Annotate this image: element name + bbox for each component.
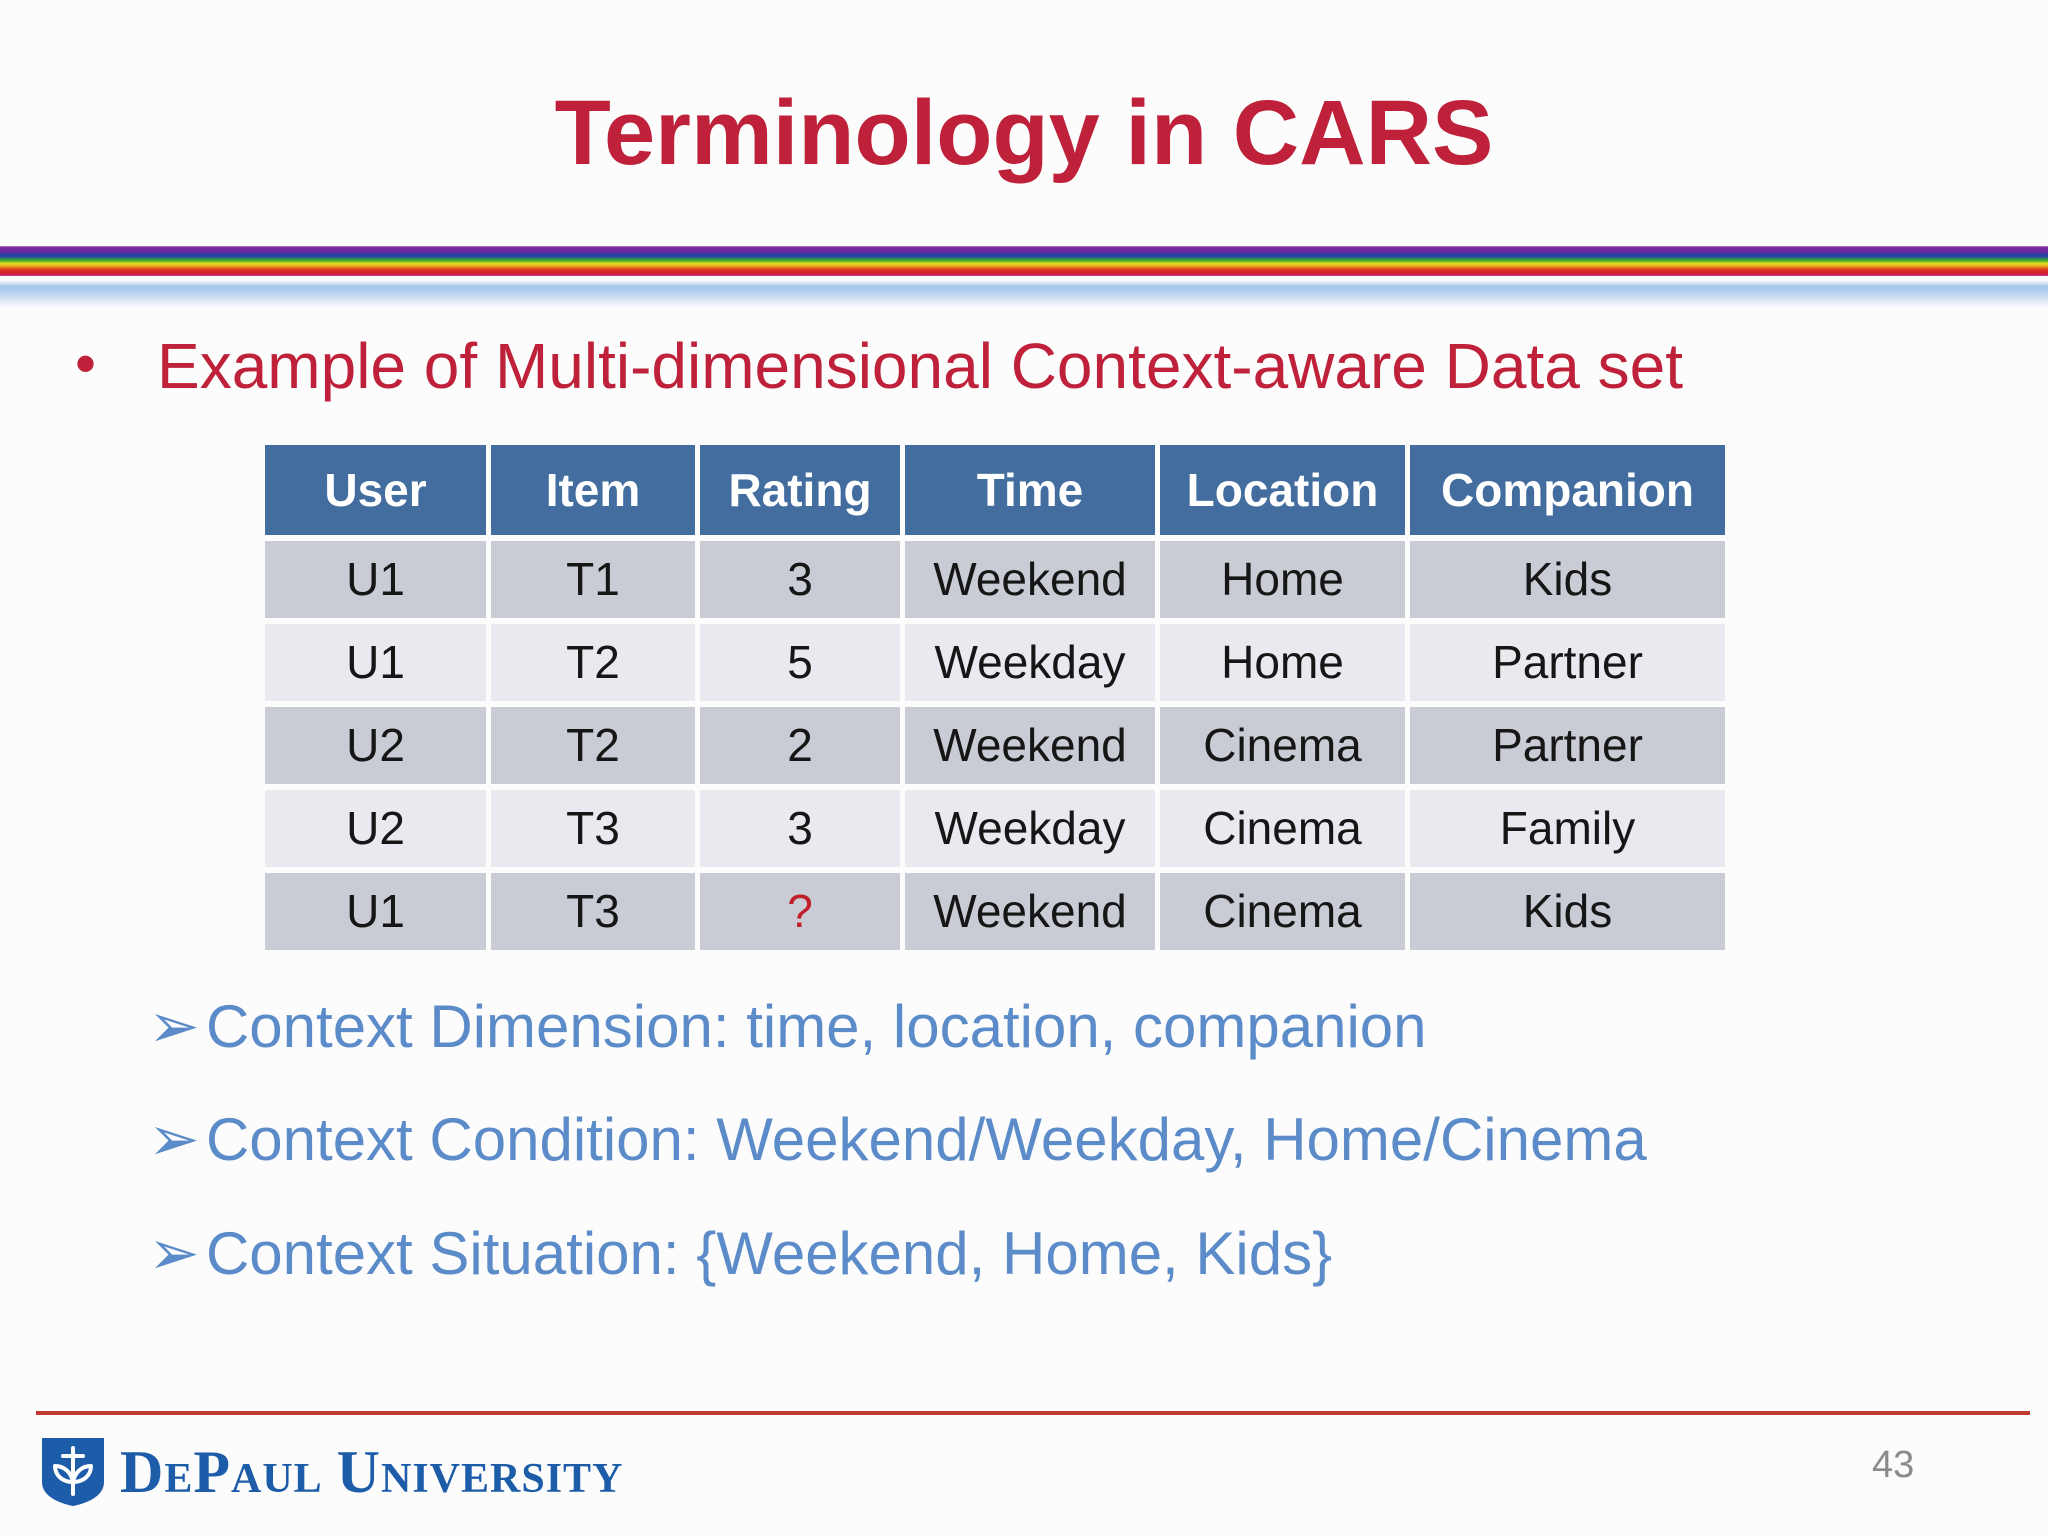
arrowhead-bullet-icon: ➢ [148, 1105, 200, 1175]
table-cell: Cinema [1160, 790, 1405, 867]
table-cell: Home [1160, 541, 1405, 618]
table-header-cell: Rating [700, 445, 900, 535]
wordmark-university: University [336, 1439, 624, 1505]
table-cell: U2 [265, 790, 486, 867]
table-cell: Weekday [905, 624, 1155, 701]
footer-divider-line [36, 1411, 2030, 1415]
table-cell: 5 [700, 624, 900, 701]
lead-bullet-line: • Example of Multi-dimensional Context-a… [75, 328, 1683, 405]
table-cell: Kids [1410, 873, 1725, 950]
table-row: U1 T2 5 Weekday Home Partner [265, 624, 1725, 701]
data-table: User Item Rating Time Location Companion… [265, 445, 1725, 956]
table-row: U1 T1 3 Weekend Home Kids [265, 541, 1725, 618]
table-cell: T2 [491, 707, 695, 784]
wordmark-depaul: DePaul [120, 1439, 323, 1505]
table-cell: Weekend [905, 707, 1155, 784]
depaul-shield-icon [42, 1438, 104, 1506]
table-cell: U2 [265, 707, 486, 784]
table-cell: Cinema [1160, 707, 1405, 784]
table-body: U1 T1 3 Weekend Home Kids U1 T2 5 Weekday Home Part… [265, 541, 1725, 950]
arrow-bullet-line: ➢ Context Condition: Weekend/Weekday, Ho… [148, 1105, 1647, 1174]
arrow-bullet-line: ➢ Context Dimension: time, location, com… [148, 992, 1647, 1061]
depaul-university-logo: DePaul University [40, 1436, 623, 1508]
table-cell: Partner [1410, 707, 1725, 784]
table-cell: Family [1410, 790, 1725, 867]
table-header-cell: Time [905, 445, 1155, 535]
rainbow-divider [0, 246, 2048, 276]
arrow-bullet-text: Context Condition: Weekend/Weekday, Home… [205, 1106, 1647, 1174]
arrowhead-bullet-icon: ➢ [148, 1218, 200, 1288]
table-header-cell: Item [491, 445, 695, 535]
slide-title: Terminology in CARS [554, 82, 1494, 184]
table-header-cell: User [265, 445, 486, 535]
table-cell: Partner [1410, 624, 1725, 701]
rainbow-divider-shadow [0, 280, 2048, 308]
table-cell: U1 [265, 873, 486, 950]
table-cell: Cinema [1160, 873, 1405, 950]
table-header-cell: Companion [1410, 445, 1725, 535]
page-number: 43 [1872, 1444, 1915, 1486]
arrow-bullet-list: ➢ Context Dimension: time, location, com… [148, 992, 1647, 1332]
table-row: U1 T3? Weekend Cinema Kids [265, 873, 1725, 950]
table-header-cell: Location [1160, 445, 1405, 535]
arrow-bullet-line: ➢ Context Situation: {Weekend, Home, Kid… [148, 1219, 1647, 1288]
table-row: U2 T2 2 Weekend Cinema Partner [265, 707, 1725, 784]
table-cell: Kids [1410, 541, 1725, 618]
table-row: U2 T3 3 Weekday Cinema Family [265, 790, 1725, 867]
arrow-bullet-text: Context Situation: {Weekend, Home, Kids} [205, 1219, 1333, 1287]
table-cell: T2 [491, 624, 695, 701]
table-cell: T3 [491, 790, 695, 867]
table-cell: Home [1160, 624, 1405, 701]
table-cell: U1 [265, 541, 486, 618]
bullet-dot-icon: • [75, 330, 97, 397]
table-cell: 2 [700, 707, 900, 784]
table-cell: 3 [700, 541, 900, 618]
table-cell: T1 [491, 541, 695, 618]
table-cell: 3 [700, 790, 900, 867]
table-header-row: User Item Rating Time Location Companion [265, 445, 1725, 535]
table-cell: ? [700, 873, 900, 950]
table-cell: U1 [265, 624, 486, 701]
table-cell: Weekend [905, 541, 1155, 618]
table-cell: Weekend [905, 873, 1155, 950]
table-cell: Weekday [905, 790, 1155, 867]
arrowhead-bullet-icon: ➢ [148, 992, 200, 1061]
arrow-bullet-text: Context Dimension: time, location, compa… [205, 993, 1427, 1060]
lead-bullet-text: Example of Multi-dimensional Context-awa… [157, 330, 1683, 402]
table-cell: T3 [491, 873, 695, 950]
depaul-wordmark: DePaul University [120, 1442, 623, 1502]
